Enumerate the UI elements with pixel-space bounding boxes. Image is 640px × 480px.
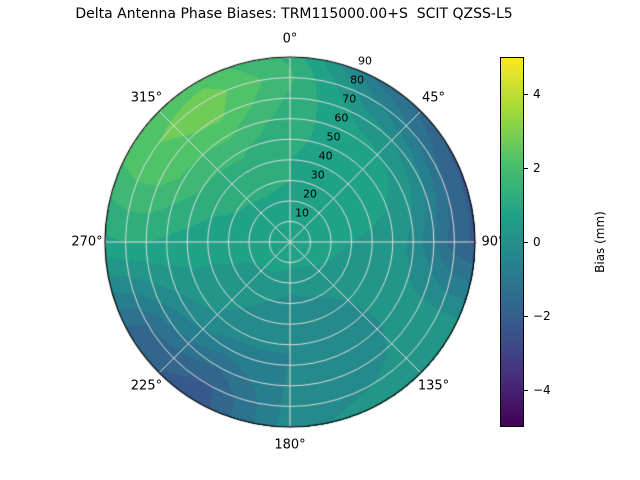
radial-tick-label-80: 80 [350,73,365,87]
colorbar-tick-label: 2 [533,161,541,175]
colorbar-tick-mark [524,168,528,169]
radial-tick-label-30: 30 [310,168,325,182]
angular-tick-label-270: 270° [71,234,103,250]
angular-tick-label-180: 180° [274,437,306,453]
colorbar-tick-label: −4 [533,383,551,397]
radial-tick-label-40: 40 [318,149,333,163]
angular-tick-label-45: 45° [422,90,446,106]
radial-tick-label-60: 60 [334,111,349,125]
colorbar-tick-mark [524,390,528,391]
angular-tick-label-135: 135° [417,378,450,394]
radial-tick-label-50: 50 [326,130,341,144]
colorbar-tick-label: 0 [533,235,541,249]
radial-tick-label-70: 70 [342,92,357,106]
colorbar-tick-label: −2 [533,309,551,323]
plot-title: Delta Antenna Phase Biases: TRM115000.00… [75,6,513,22]
radial-tick-label-20: 20 [302,187,317,201]
colorbar-axis-label: Bias (mm) [593,211,607,273]
angular-tick-label-0: 0° [282,31,298,47]
colorbar: 4 2 0 −2 −4 [500,57,551,427]
colorbar-tick-mark [524,94,528,95]
angular-tick-label-315: 315° [130,90,163,106]
angular-tick-label-90: 90° [481,234,505,250]
colorbar-gradient [500,57,524,427]
radial-tick-label-10: 10 [295,206,310,220]
colorbar-tick-mark [524,242,528,243]
angular-tick-label-225: 225° [130,378,163,394]
colorbar-tick-label: 4 [533,87,541,101]
colorbar-tick-mark [524,316,528,317]
radial-tick-label-90: 90 [358,54,372,68]
